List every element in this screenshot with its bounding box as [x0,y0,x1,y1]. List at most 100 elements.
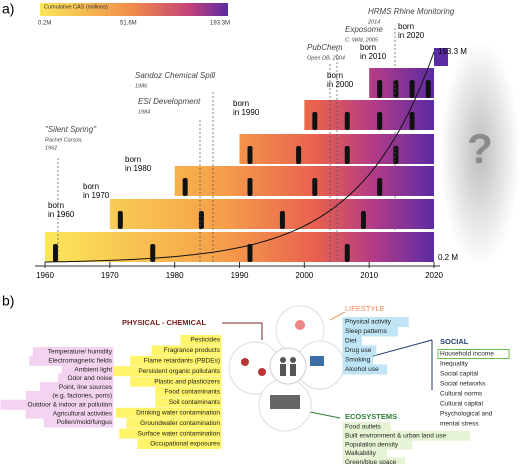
silhouette [117,211,123,229]
section-title: PHYSICAL - CHEMICAL [122,318,206,327]
lifestyle-item-highlight [342,364,388,375]
silhouette [425,80,431,98]
cohort-label: born [125,155,141,164]
silhouette [182,178,188,196]
person-circle [269,347,307,385]
lifestyle-item: Physical activity [345,319,392,326]
silhouette [377,112,383,130]
event-detail: 2014 [367,19,380,25]
icon [280,357,286,363]
icon [290,357,296,363]
axis-label: 1980 [166,271,184,280]
ecosystem-item: Green/blue space [345,459,397,464]
axis-label: 1960 [36,271,54,280]
physical-item-highlight [126,418,222,429]
physical-item-highlight [155,397,222,408]
cohort-label: in 1970 [83,191,110,200]
ecosystem-item: Built environment & urban land use [345,433,447,440]
panel-b: b) PHYSICAL - CHEMICAL Pesticides Fragrance… [0,293,510,468]
lifestyle-item: Smoking [345,357,371,364]
silhouette [360,211,366,229]
unknown-future [440,40,520,266]
icon [310,356,324,366]
cas-curve [44,51,435,263]
cohort-band [109,199,434,229]
lifestyle-item: Alcohol use [345,366,379,373]
axis-label: 1990 [231,271,249,280]
axis-label: 2010 [360,271,378,280]
ecosystem-item: Food outlets [345,424,382,431]
silhouette [247,178,253,196]
silhouette [312,178,318,196]
lifestyle-item: Sleep patterns [345,328,388,335]
environment-item: Outdoor & indoor air pollution [27,402,112,409]
event-title: PubChem [307,43,343,52]
silhouette [198,211,204,229]
ecosystem-item: Population density [345,441,399,448]
cohort-label: in 2020 [398,31,425,40]
silhouette [53,244,58,262]
icon [280,364,286,376]
social-item: Cultural norms [440,391,483,398]
physical-item: Drinking water contamination [136,410,220,417]
cohort-label: born [233,99,249,108]
panel-label: b) [2,293,14,309]
icon [258,368,266,376]
social-item: mental stress [440,421,479,428]
event-title: Exposome [345,25,383,34]
cohort-label: born [360,43,376,52]
silhouette [344,244,350,262]
event-detail: C. Wild, 2005 [345,37,379,43]
colorbar-label: 51.6M [120,21,137,27]
section-title: SOCIAL [440,337,469,346]
environment-item: Ambient light [74,366,112,373]
event-title: ESI Development [138,97,201,106]
lifestyle-item: Diet [345,338,357,345]
physical-item: Groundwater contamination [140,420,220,427]
event-detail: Open DB, 2004 [307,55,345,61]
environment-item: Point, line sources [59,384,113,391]
physical-item-highlight [115,407,222,418]
colorbar-label: 0.2M [38,21,51,27]
event-title: Sandoz Chemical Spill [135,71,215,80]
event-title: HRMS Rhine Monitoring [368,7,455,16]
ecosystem-item: Walkability [345,450,377,457]
environment-item: Temperature/ humidity [48,349,113,356]
section-title: ECOSYSTEMS [345,412,397,421]
cohort-band [174,166,434,196]
cohort-label: in 1960 [48,210,75,219]
icon [295,320,305,330]
silhouette [409,112,415,130]
silhouette [344,112,350,130]
cohort-label: in 2010 [360,52,387,61]
social-item: Inequality [440,361,469,368]
cohort-label: in 2000 [327,80,354,89]
physical-item: Surface water contamination [138,430,221,437]
event-detail: 1962 [45,145,57,151]
cohort-label: in 1990 [233,108,260,117]
physical-item: Pesticides [190,337,220,344]
physical-item-highlight [151,345,222,356]
social-item: Cultural capital [440,401,484,408]
axis-label: 1970 [101,271,119,280]
icon [290,364,296,376]
silhouette [312,112,318,130]
silhouette [247,244,253,262]
icon [270,395,300,409]
question-mark: ? [467,125,493,172]
curve-end-label: 193.3 M [438,47,467,56]
environment-item: Pollen/mold/fungus [57,419,113,426]
environment-item: Agricultural activities [53,410,113,417]
silhouette [393,146,399,164]
silhouette [279,211,285,229]
environment-item: (e.g. factories, ports) [52,393,112,400]
curve-start-label: 0.2 M [438,253,458,262]
physical-item: Occupational exposures [150,441,220,448]
social-item: Household income [440,351,494,358]
physical-item: Soil contaminants [169,399,221,406]
physical-item-highlight [130,376,222,387]
physical-item: Food contaminants [165,389,221,396]
silhouette [393,80,399,98]
